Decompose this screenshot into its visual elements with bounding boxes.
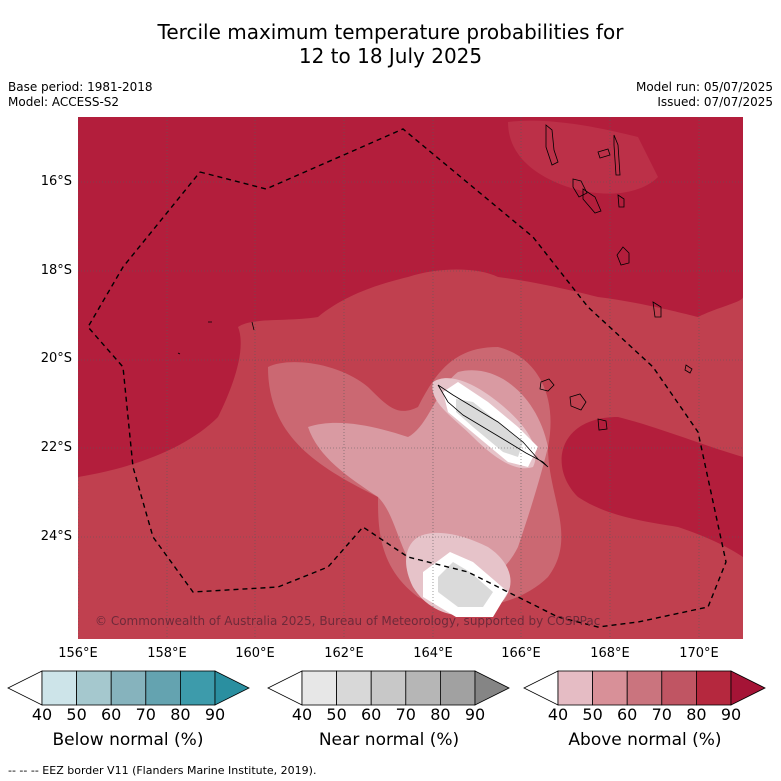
colorbar-above-segment — [557, 670, 593, 706]
colorbars — [7, 670, 766, 706]
chesterfield-islands — [177, 321, 255, 355]
issued-date: Issued: 07/07/2025 — [657, 95, 773, 109]
colorbar-below-segment — [41, 670, 77, 706]
colorbar-below-high-arrow — [214, 670, 250, 706]
colorbar-near-tick: 90 — [464, 705, 486, 724]
colorbar-above-tick: 50 — [582, 705, 603, 724]
colorbar-above-segment — [592, 670, 628, 706]
lat-label-20s: 20°S — [40, 351, 72, 366]
probability-map — [78, 117, 743, 639]
model-run: Model run: 05/07/2025 — [635, 80, 773, 94]
colorbar-near-tick: 60 — [361, 705, 382, 724]
lon-label-158e: 158°E — [147, 646, 187, 661]
colorbar-below-segment — [76, 670, 112, 706]
lon-label-164e: 164°E — [413, 646, 453, 661]
colorbar-near-segment — [439, 670, 476, 706]
base-period: Base period: 1981-2018 — [8, 80, 153, 94]
colorbar-below-low-arrow — [7, 670, 43, 706]
new-caledonia-coastline — [437, 384, 549, 468]
lon-label-166e: 166°E — [501, 646, 541, 661]
lon-grid — [78, 117, 700, 639]
contour-70-80-north — [508, 120, 658, 194]
colorbar-near-tick: 40 — [291, 705, 313, 724]
lon-label-168e: 168°E — [590, 646, 630, 661]
lat-label-18s: 18°S — [40, 263, 72, 278]
colorbar-near-tick: 50 — [326, 705, 347, 724]
colorbar-above-tick: 40 — [547, 705, 569, 724]
colorbar-above-segment — [626, 670, 663, 706]
vanuatu-islands — [545, 124, 693, 374]
colorbar-above-tick: 90 — [720, 705, 742, 724]
colorbar-near-tick: 80 — [430, 705, 451, 724]
colorbar-near-low-arrow — [267, 670, 303, 706]
lon-label-160e: 160°E — [235, 646, 275, 661]
near-normal-south-grey — [438, 562, 493, 607]
colorbar-near-segment — [405, 670, 441, 706]
colorbar-near-segment — [370, 670, 407, 706]
colorbar-above-low-arrow — [523, 670, 559, 706]
colorbar-above-high-arrow — [730, 670, 766, 706]
eez-border — [87, 128, 727, 628]
lat-label-24s: 24°S — [40, 529, 72, 544]
colorbar-below-tick: 80 — [170, 705, 191, 724]
colorbar-below-segment — [179, 670, 216, 706]
near-normal-north-grey — [456, 399, 523, 457]
colorbar-below-tick: 90 — [204, 705, 226, 724]
meta-left: Base period: 1981-2018 Model: ACCESS-S2 — [8, 80, 153, 110]
colorbar-near-high-arrow — [474, 670, 510, 706]
model-name: Model: ACCESS-S2 — [8, 95, 120, 109]
colorbar-above-tick: 80 — [686, 705, 707, 724]
lon-label-156e: 156°E — [58, 646, 98, 661]
lon-label-162e: 162°E — [324, 646, 364, 661]
colorbar-above-segment — [661, 670, 697, 706]
colorbar-above-tick: 60 — [617, 705, 638, 724]
colorbar-label-below: Below normal (%) — [52, 730, 204, 750]
map-title-line2: 12 to 18 July 2025 — [298, 44, 483, 68]
colorbar-below-tick: 40 — [31, 705, 53, 724]
meta-right: Model run: 05/07/2025 Issued: 07/07/2025 — [636, 80, 773, 110]
colorbar-above-tick: 70 — [651, 705, 672, 724]
colorbar-label-near: Near normal (%) — [318, 730, 460, 750]
copyright-notice: © Commonwealth of Australia 2025, Bureau… — [95, 614, 601, 628]
colorbar-label-above: Above normal (%) — [568, 730, 722, 750]
lat-label-16s: 16°S — [40, 174, 72, 189]
lat-label-22s: 22°S — [40, 440, 72, 455]
eez-footer-note: -- -- -- EEZ border V11 (Flanders Marine… — [8, 764, 317, 777]
colorbar-near-segment — [336, 670, 372, 706]
colorbar-below-tick: 70 — [135, 705, 156, 724]
map-title-line1: Tercile maximum temperature probabilitie… — [157, 20, 624, 44]
colorbar-near-tick: 70 — [395, 705, 416, 724]
colorbar-near-segment — [301, 670, 337, 706]
lon-label-170e: 170°E — [679, 646, 719, 661]
colorbar-below-tick: 60 — [101, 705, 122, 724]
colorbar-below-segment — [145, 670, 181, 706]
colorbar-below-segment — [110, 670, 147, 706]
colorbar-above-segment — [696, 670, 732, 706]
loyalty-islands — [539, 378, 608, 431]
colorbar-below-tick: 50 — [66, 705, 87, 724]
